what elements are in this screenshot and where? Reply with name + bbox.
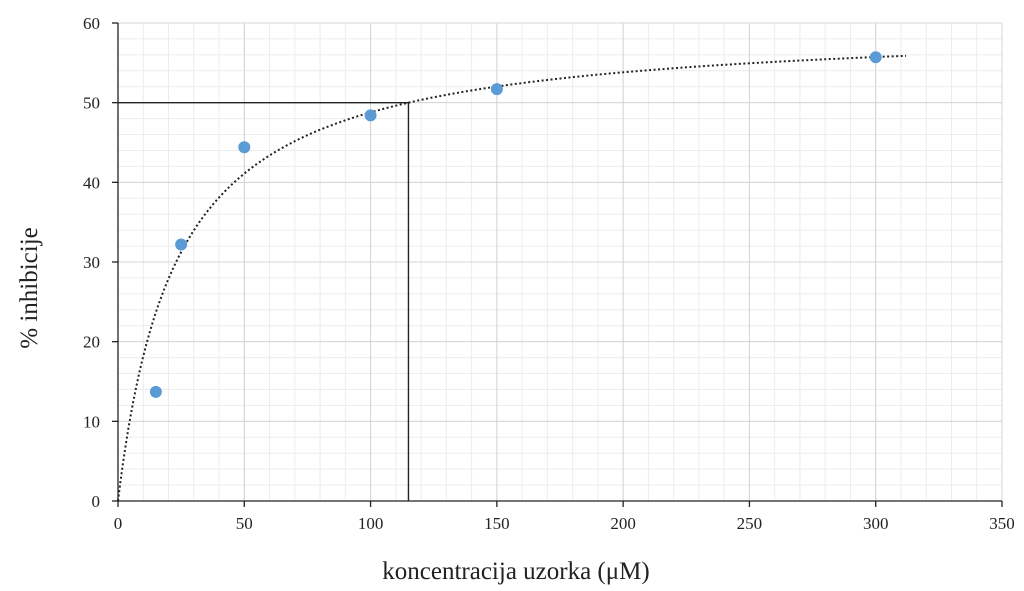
x-tick-label: 150: [484, 514, 510, 533]
grid-major: [117, 22, 1003, 502]
data-point: [490, 83, 503, 96]
data-point: [238, 141, 251, 154]
axes: [112, 22, 1003, 507]
x-axis-title: koncentracija uzorka (μM): [382, 558, 649, 585]
data-points: [149, 51, 882, 398]
x-tick-label: 100: [358, 514, 384, 533]
x-tick-label: 50: [236, 514, 253, 533]
x-tick-label: 350: [989, 514, 1015, 533]
trendline-group: [117, 54, 907, 502]
x-tick-label: 250: [737, 514, 763, 533]
y-tick-label: 20: [83, 333, 100, 352]
x-tick-label: 300: [863, 514, 889, 533]
reference-lines: [118, 101, 410, 501]
x-tick-label: 0: [114, 514, 123, 533]
y-tick-label: 40: [83, 173, 100, 192]
x-tick-labels: 0 50 100 150 200 250 300 350: [114, 514, 1015, 533]
x-tick-label: 200: [610, 514, 636, 533]
trendline: [117, 54, 907, 502]
y-tick-labels: 0 10 20 30 40 50 60: [83, 14, 100, 511]
y-axis-title: % inhibicije: [16, 227, 43, 349]
data-point: [149, 385, 162, 398]
y-tick-label: 60: [83, 14, 100, 33]
y-tick-label: 0: [92, 492, 101, 511]
y-tick-label: 30: [83, 253, 100, 272]
data-point: [869, 51, 882, 64]
y-tick-label: 50: [83, 94, 100, 113]
y-tick-label: 10: [83, 412, 100, 431]
data-point: [175, 238, 188, 251]
data-point: [364, 109, 377, 122]
